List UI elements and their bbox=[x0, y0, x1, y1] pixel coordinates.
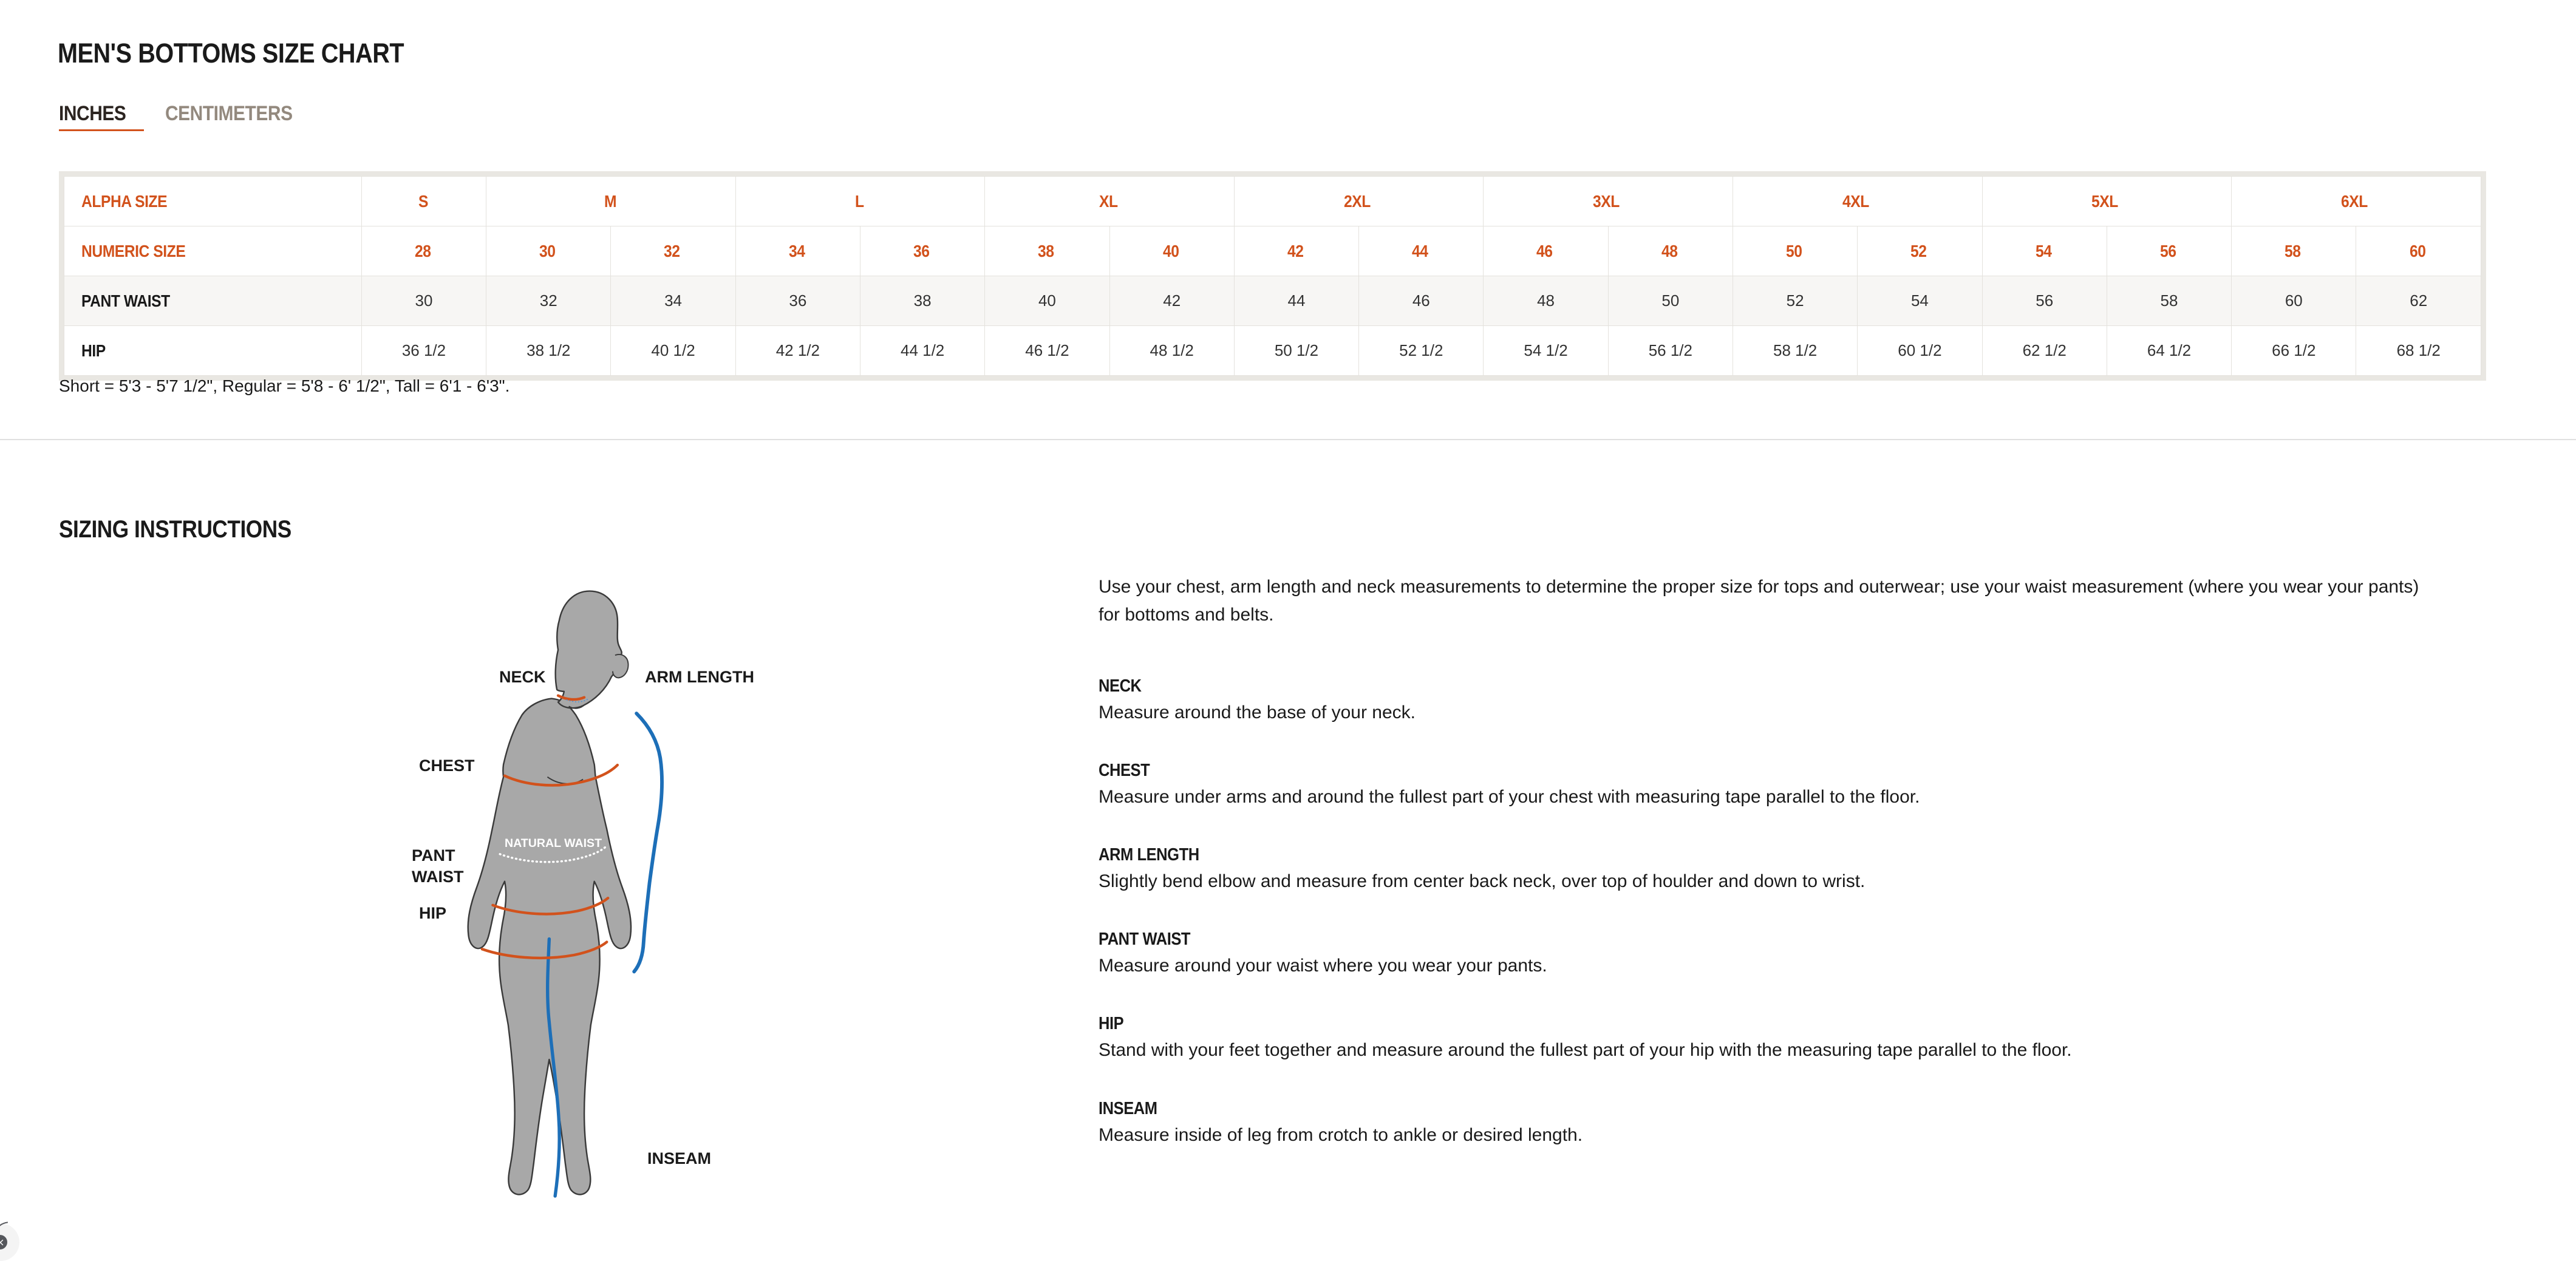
svg-text:NATURAL WAIST: NATURAL WAIST bbox=[505, 837, 602, 850]
